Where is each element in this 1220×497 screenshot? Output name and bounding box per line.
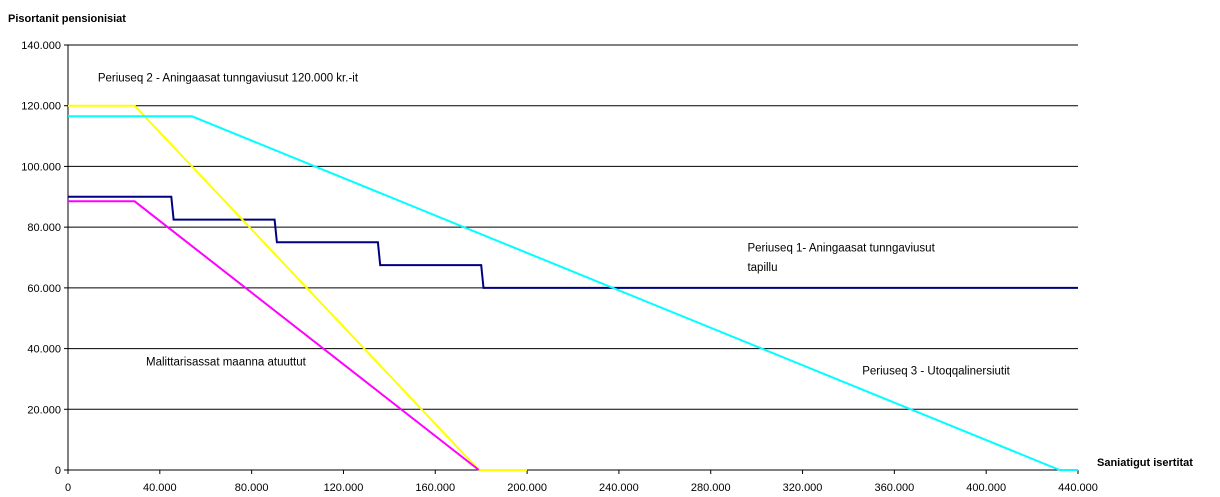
x-tick-label: 40.000 xyxy=(143,482,177,494)
x-tick-label: 0 xyxy=(65,482,71,494)
series-line-4 xyxy=(68,200,480,471)
annotation-5: Periuseq 3 - Utoqqalinersiutit xyxy=(862,365,1010,377)
x-tick-label: 240.000 xyxy=(599,482,639,494)
x-tick-labels: 0 40.000 80.000 120.000 160.000 200.000 240.00… xyxy=(65,482,1098,494)
annotations: Periuseq 2 - Aningaasat tunngaviusut 120… xyxy=(98,72,1011,377)
series-line-2 xyxy=(68,104,528,471)
x-tick-label: 120.000 xyxy=(324,482,364,494)
y-tick-label: 100.000 xyxy=(21,161,61,173)
series-lines xyxy=(68,104,1078,471)
y-tick-label: 40.000 xyxy=(27,344,61,356)
y-tick-label: 80.000 xyxy=(27,222,61,234)
x-tick-label: 200.000 xyxy=(507,482,547,494)
series-line-1 xyxy=(68,195,1078,289)
annotation-3: tapillu xyxy=(747,262,777,274)
x-tick-label: 400.000 xyxy=(966,482,1006,494)
y-tick-label: 20.000 xyxy=(27,404,61,416)
x-tick-label: 160.000 xyxy=(415,482,455,494)
y-tick-label: 120.000 xyxy=(21,101,61,113)
y-tick-labels: 0 20.000 40.000 60.000 80.000 100.000 120.000 1… xyxy=(21,40,61,477)
x-axis-title: Saniatigut isertitat xyxy=(1097,457,1193,469)
y-tick-label: 0 xyxy=(55,465,61,477)
series-line-3 xyxy=(68,115,1078,471)
annotation-4: Malittarisassat maanna atuuttut xyxy=(146,356,307,368)
grid xyxy=(68,44,1078,410)
y-tick-label: 60.000 xyxy=(27,283,61,295)
y-axis-title: Pisortanit pensionisiat xyxy=(8,13,126,25)
y-tick-label: 140.000 xyxy=(21,40,61,52)
x-tick-label: 440.000 xyxy=(1058,482,1098,494)
x-tick-label: 80.000 xyxy=(235,482,269,494)
x-tick-label: 280.000 xyxy=(691,482,731,494)
x-tick-label: 360.000 xyxy=(874,482,914,494)
annotation-1: Periuseq 2 - Aningaasat tunngaviusut 120… xyxy=(98,72,359,84)
annotation-2: Periuseq 1- Aningaasat tunngaviusut xyxy=(747,242,935,254)
x-tick-label: 320.000 xyxy=(783,482,823,494)
